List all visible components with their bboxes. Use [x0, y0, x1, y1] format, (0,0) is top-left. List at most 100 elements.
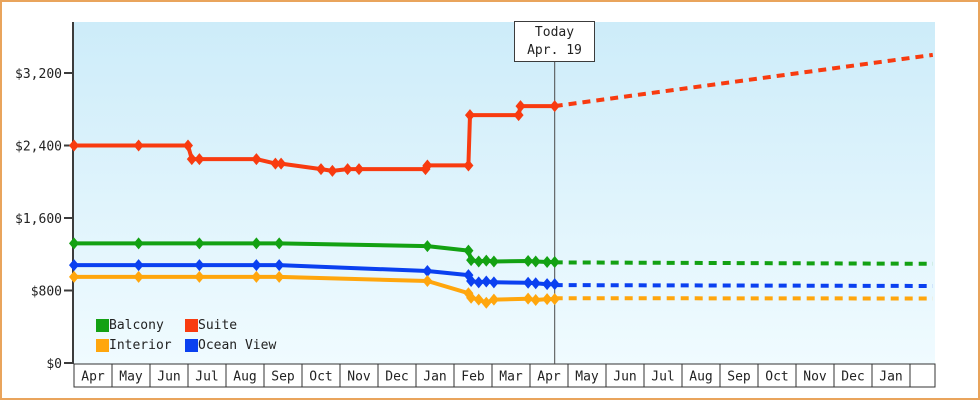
- balcony-data-point: [542, 255, 553, 268]
- legend-row: Interior Ocean View: [96, 335, 276, 355]
- month-label: Dec: [385, 370, 408, 385]
- balcony-data-point: [194, 237, 205, 250]
- interior-data-point: [69, 270, 79, 283]
- month-label: Mar: [499, 370, 523, 385]
- legend-item-ocean-view: Ocean View: [185, 338, 276, 353]
- interior-data-point: [133, 270, 144, 283]
- legend-label: Suite: [198, 317, 238, 333]
- y-tick-label: $1,600: [15, 212, 62, 227]
- month-label: Nov: [803, 370, 827, 385]
- month-label: May: [575, 370, 599, 385]
- month-label: Apr: [81, 370, 105, 385]
- month-label: May: [119, 370, 143, 385]
- month-label: Jan: [423, 370, 446, 385]
- ocean-view-data-point: [523, 276, 534, 289]
- suite-data-point: [194, 153, 205, 166]
- balcony-data-point: [466, 254, 477, 267]
- month-label: Nov: [347, 370, 371, 385]
- legend-row: Balcony Suite: [96, 315, 276, 335]
- interior-data-point: [466, 291, 477, 304]
- ocean-view-data-point: [473, 276, 484, 289]
- balcony-data-point: [530, 255, 541, 268]
- legend-item-suite: Suite: [185, 318, 237, 333]
- month-label: Dec: [841, 370, 864, 385]
- suite-data-point: [327, 164, 338, 177]
- interior-data-point: [422, 274, 433, 287]
- legend-item-balcony: Balcony: [96, 318, 185, 333]
- legend-label: Interior: [109, 337, 172, 353]
- suite-data-point: [276, 157, 287, 170]
- suite-data-point: [464, 109, 475, 122]
- suite-data-point: [342, 163, 353, 176]
- balcony-data-point: [549, 255, 560, 268]
- y-axis-line: [72, 22, 74, 364]
- legend: Balcony Suite Interior Ocean View: [96, 315, 276, 355]
- y-tick-label: $0: [46, 357, 62, 372]
- balcony-data-point: [481, 254, 492, 267]
- y-tick-label: $2,400: [15, 140, 62, 155]
- interior-data-point: [530, 294, 541, 307]
- y-axis-tick: [64, 362, 72, 364]
- suite-data-point: [270, 157, 281, 170]
- today-label: Today: [534, 25, 575, 40]
- suite-data-point: [422, 159, 433, 172]
- suite-data-point: [133, 139, 144, 152]
- legend-item-interior: Interior: [96, 338, 185, 353]
- suite-data-point: [69, 139, 79, 152]
- ocean-view-data-point: [422, 265, 433, 278]
- month-label: Jul: [651, 370, 674, 385]
- month-label: Aug: [233, 370, 256, 385]
- balcony-data-point: [463, 244, 474, 257]
- month-label: Jul: [195, 370, 218, 385]
- ocean-view-data-point: [251, 259, 262, 272]
- suite-swatch-icon: [185, 318, 198, 332]
- y-tick-label: $800: [31, 285, 62, 300]
- ocean-view-data-point: [466, 274, 477, 287]
- balcony-data-point: [422, 240, 433, 253]
- interior-data-point: [542, 293, 553, 306]
- plot-background: [74, 22, 935, 364]
- y-axis-tick: [64, 289, 72, 292]
- ocean-view-data-point: [542, 278, 553, 291]
- balcony-data-point: [133, 237, 144, 250]
- suite-data-point: [515, 100, 526, 113]
- balcony-data-point: [488, 255, 499, 268]
- suite-data-point: [463, 159, 474, 172]
- suite-data-point: [251, 153, 262, 166]
- ocean-view-data-point: [481, 275, 492, 288]
- month-cell: [909, 363, 936, 388]
- interior-data-point: [194, 270, 205, 283]
- legend-label: Balcony: [109, 317, 164, 333]
- suite-data-point: [183, 139, 193, 152]
- today-marker-box: Today Apr. 19: [514, 21, 595, 62]
- month-label: Jan: [879, 370, 902, 385]
- interior-data-point: [523, 292, 534, 305]
- month-label: Jun: [613, 370, 636, 385]
- today-date-label: Apr. 19: [527, 43, 582, 58]
- interior-data-point: [488, 293, 499, 306]
- interior-data-point: [251, 270, 262, 283]
- suite-data-point: [354, 163, 364, 176]
- y-axis-tick: [64, 72, 72, 74]
- ocean-view-data-point: [274, 259, 285, 272]
- month-label: Sep: [727, 370, 751, 385]
- interior-swatch-icon: [96, 338, 109, 352]
- suite-data-point: [186, 153, 197, 166]
- interior-data-point: [473, 293, 484, 306]
- balcony-data-point: [69, 237, 79, 250]
- month-label: Aug: [689, 370, 712, 385]
- suite-data-point: [316, 163, 326, 176]
- y-tick-label: $3,200: [15, 67, 62, 82]
- balcony-data-point: [274, 237, 285, 250]
- legend-label: Ocean View: [198, 337, 277, 353]
- ocean-view-data-point: [69, 259, 79, 272]
- month-label: Oct: [765, 370, 788, 385]
- suite-forecast-line: [554, 52, 934, 109]
- ocean-view-data-point: [194, 259, 205, 272]
- interior-data-point: [274, 270, 285, 283]
- month-label: Jun: [157, 370, 180, 385]
- month-label: Apr: [537, 370, 561, 385]
- suite-data-point: [549, 100, 560, 113]
